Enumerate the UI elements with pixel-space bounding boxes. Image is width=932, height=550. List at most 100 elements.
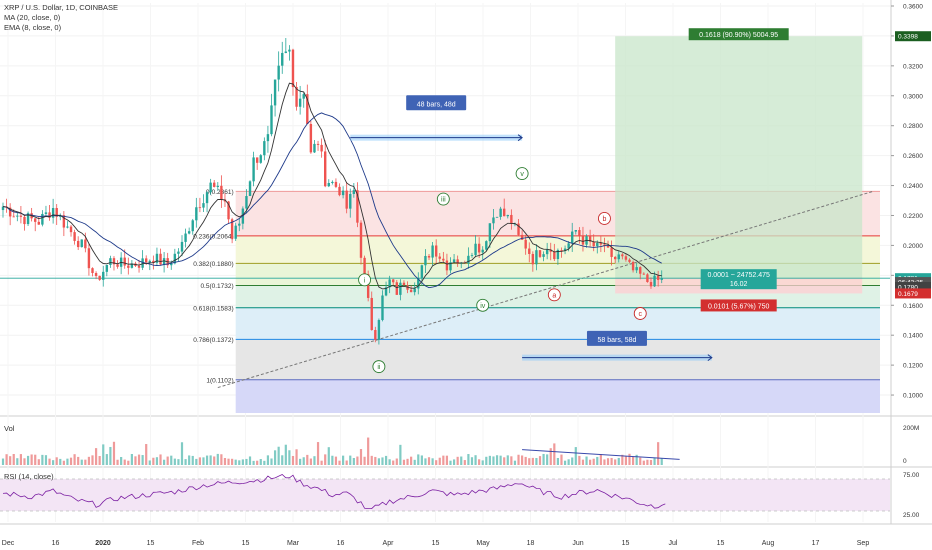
price-tick-label: 0.2800 — [903, 123, 923, 130]
candle-body — [281, 52, 284, 66]
candle-body — [409, 289, 413, 293]
volume-bar — [216, 453, 219, 465]
volume-bar — [463, 460, 466, 465]
candle-body — [116, 264, 119, 267]
candle-body — [456, 259, 459, 264]
wave-label-circle — [358, 273, 372, 287]
volume-bar — [524, 456, 527, 465]
volume-bar — [231, 458, 234, 465]
candle-body — [152, 260, 155, 263]
volume-bar — [417, 454, 420, 465]
candle-body — [177, 251, 180, 254]
volume-bar — [621, 454, 624, 465]
volume-bar — [356, 456, 359, 465]
candle-body — [316, 143, 320, 145]
candle-body — [180, 241, 184, 252]
candle-body — [313, 143, 316, 153]
volume-bar — [127, 460, 130, 465]
volume-bar — [420, 455, 423, 465]
volume-bar — [424, 458, 427, 465]
volume-bar — [48, 458, 51, 465]
volume-bar — [481, 460, 484, 465]
candle-body — [87, 248, 91, 269]
volume-bar — [259, 459, 262, 465]
candle-body — [470, 255, 474, 256]
volume-bar — [238, 460, 241, 465]
volume-bar — [191, 455, 194, 465]
candle-body — [173, 253, 177, 264]
target-label-box — [688, 28, 789, 41]
candle-body — [112, 258, 116, 265]
volume-bar — [606, 458, 610, 465]
wave-label-iv: iv — [480, 303, 486, 310]
candle-body — [624, 256, 628, 260]
volume-bar — [66, 458, 69, 465]
entry-label-text-2: 16.02 — [730, 281, 748, 288]
volume-bar — [596, 456, 599, 465]
wave-label-b: b — [602, 216, 606, 223]
volume-bar — [349, 455, 352, 465]
wave-label-a: a — [552, 292, 556, 299]
candle-body — [12, 216, 15, 218]
candle-body — [388, 279, 391, 288]
candle-body — [26, 213, 30, 225]
volume-bar — [331, 455, 334, 465]
volume-axis-label: 0 — [903, 458, 907, 465]
candle-body — [270, 105, 273, 135]
volume-bar — [109, 446, 112, 465]
volume-bar — [395, 458, 398, 465]
candle-body — [291, 49, 295, 88]
volume-bar — [34, 454, 37, 465]
candle-body — [248, 181, 252, 197]
candle-body — [62, 215, 66, 228]
time-tick-label: 16 — [337, 540, 345, 547]
time-tick-label: 15 — [242, 540, 250, 547]
price-badge-text: 0.3398 — [898, 34, 918, 41]
volume-bar — [599, 454, 602, 465]
volume-bar — [452, 459, 456, 465]
volume-bar — [141, 455, 144, 465]
volume-bar — [631, 456, 635, 465]
volume-bar — [359, 449, 363, 465]
volume-bar — [503, 457, 506, 465]
volume-bar — [313, 456, 316, 465]
volume-bar — [642, 460, 645, 465]
volume-bar — [392, 460, 395, 465]
volume-bar — [195, 458, 198, 465]
volume-bar — [306, 454, 309, 465]
candle-body — [406, 285, 409, 290]
volume-bar — [137, 454, 141, 465]
candle-body — [44, 212, 48, 214]
candle-body — [356, 190, 359, 223]
candle-body — [288, 49, 291, 52]
volume-bar — [205, 455, 209, 465]
volume-bar — [299, 458, 302, 465]
volume-bar — [338, 460, 341, 465]
volume-bar — [513, 460, 517, 465]
volume-bar — [438, 457, 441, 465]
candle-body — [660, 278, 663, 280]
volume-bar — [302, 457, 305, 465]
candle-body — [567, 243, 570, 249]
candle-body — [227, 201, 230, 220]
symbol-title: XRP / U.S. Dollar, 1D, COINBASE — [4, 3, 119, 12]
candle-body — [273, 79, 277, 106]
candle-body — [402, 282, 406, 286]
volume-bar — [381, 457, 384, 465]
volume-bar — [499, 455, 502, 465]
price-badge-text: 0.1780 — [898, 285, 918, 292]
candle-body — [610, 247, 613, 257]
wave-label-circle — [547, 288, 561, 302]
volume-bar — [374, 456, 377, 465]
volume-bar — [560, 454, 563, 465]
volume-bar — [166, 456, 169, 465]
candle-body — [91, 268, 94, 274]
volume-bar — [660, 458, 663, 465]
candle-body — [141, 258, 144, 268]
volume-bar — [521, 455, 524, 465]
ma-20-line — [2, 112, 662, 289]
candle-body — [202, 203, 205, 208]
price-tick-label: 0.2600 — [903, 153, 923, 160]
candle-body — [148, 260, 151, 263]
